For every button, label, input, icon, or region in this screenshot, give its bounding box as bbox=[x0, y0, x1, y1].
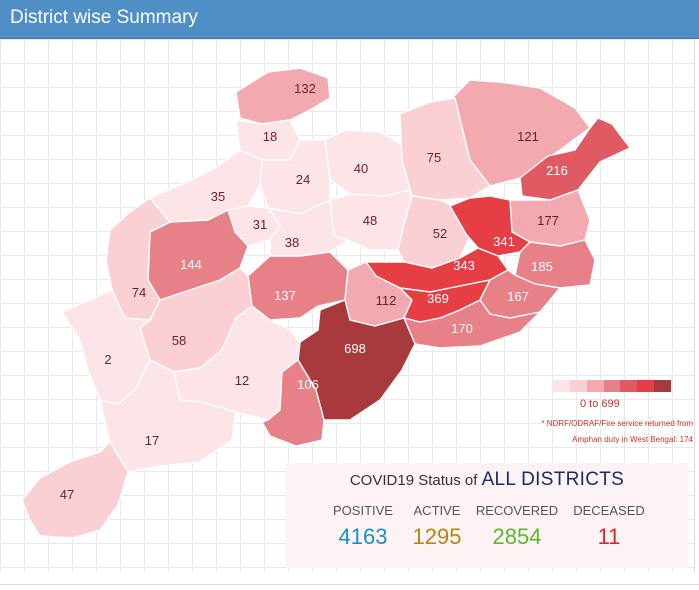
district-value: 74 bbox=[132, 285, 146, 300]
color-scale-swatch bbox=[586, 380, 604, 392]
district-region[interactable] bbox=[259, 139, 331, 215]
district-value: 698 bbox=[344, 341, 366, 356]
district-value: 132 bbox=[294, 81, 316, 96]
legend-note-line2: Amphan duty in West Bengal: 174 bbox=[572, 435, 693, 444]
district-value: 18 bbox=[263, 129, 277, 144]
bottom-divider bbox=[0, 584, 699, 585]
district-value: 121 bbox=[517, 129, 539, 144]
district-value: 75 bbox=[427, 150, 441, 165]
stat-recovered-label: RECOVERED bbox=[475, 503, 559, 518]
district-region[interactable] bbox=[397, 195, 471, 269]
district-region[interactable] bbox=[21, 440, 129, 539]
district-region[interactable] bbox=[99, 359, 237, 473]
district-value: 17 bbox=[145, 433, 159, 448]
district-value: 137 bbox=[274, 288, 296, 303]
stat-active: ACTIVE 1295 bbox=[382, 503, 492, 550]
district-value: 341 bbox=[493, 234, 515, 249]
district-value: 112 bbox=[376, 293, 397, 308]
color-scale-swatch bbox=[553, 380, 570, 392]
status-summary-box: COVID19 Status of ALL DISTRICTS POSITIVE… bbox=[286, 463, 688, 568]
stat-positive-label: POSITIVE bbox=[333, 503, 393, 518]
district-value: 31 bbox=[253, 217, 267, 232]
district-value: 2 bbox=[104, 352, 111, 367]
color-scale-legend bbox=[553, 380, 672, 392]
color-scale-swatch bbox=[569, 380, 587, 392]
stat-deceased-label: DECEASED bbox=[573, 503, 645, 518]
stat-positive: POSITIVE 4163 bbox=[308, 503, 418, 550]
district-value: 106 bbox=[297, 377, 319, 392]
color-scale-swatch bbox=[620, 380, 638, 392]
district-value: 38 bbox=[285, 235, 299, 250]
district-region[interactable] bbox=[402, 299, 543, 349]
district-value: 343 bbox=[453, 258, 475, 273]
legend-note-line1: * NDRF/ODRAF/Fire service returned from bbox=[541, 419, 693, 428]
district-value: 369 bbox=[427, 291, 449, 306]
district-value: 185 bbox=[531, 259, 553, 274]
district-value: 58 bbox=[172, 333, 186, 348]
status-heading-prefix: COVID19 Status of bbox=[349, 472, 478, 489]
district-value: 48 bbox=[363, 213, 377, 228]
district-value: 35 bbox=[211, 189, 225, 204]
status-heading: COVID19 Status of ALL DISTRICTS bbox=[286, 469, 688, 491]
district-value: 177 bbox=[537, 213, 559, 228]
district-region[interactable] bbox=[260, 358, 325, 447]
district-value: 144 bbox=[180, 257, 202, 272]
district-region[interactable] bbox=[235, 67, 331, 125]
stat-recovered-value: 2854 bbox=[492, 524, 542, 549]
district-value: 40 bbox=[354, 161, 368, 176]
district-value: 170 bbox=[451, 321, 473, 336]
stat-deceased-value: 11 bbox=[597, 524, 621, 549]
color-scale-swatch bbox=[654, 380, 672, 392]
stat-deceased: DECEASED 11 bbox=[554, 503, 664, 550]
district-value: 52 bbox=[433, 226, 447, 241]
legend-range: 0 to 699 bbox=[580, 398, 620, 410]
district-region[interactable] bbox=[105, 197, 172, 321]
district-value: 24 bbox=[296, 172, 310, 187]
district-value: 216 bbox=[546, 163, 568, 178]
page-header: District wise Summary bbox=[0, 0, 699, 39]
color-scale-swatch bbox=[637, 380, 655, 392]
stat-active-value: 1295 bbox=[412, 524, 462, 549]
status-heading-scope: ALL DISTRICTS bbox=[481, 469, 625, 490]
district-value: 12 bbox=[235, 373, 249, 388]
district-region[interactable] bbox=[399, 97, 492, 201]
stat-recovered: RECOVERED 2854 bbox=[462, 503, 572, 550]
stat-positive-value: 4163 bbox=[338, 524, 388, 549]
color-scale-swatch bbox=[603, 380, 621, 392]
district-value: 47 bbox=[60, 487, 74, 502]
district-value: 167 bbox=[507, 289, 529, 304]
stat-active-label: ACTIVE bbox=[413, 503, 461, 518]
page-title: District wise Summary bbox=[10, 7, 198, 28]
color-scale-bar bbox=[553, 380, 672, 392]
